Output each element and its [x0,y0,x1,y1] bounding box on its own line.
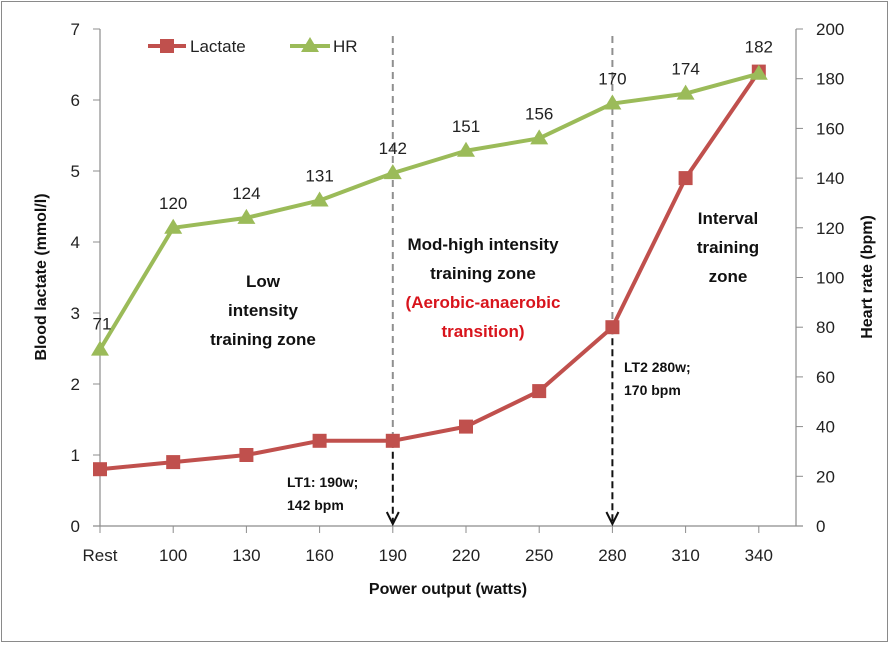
axes: 0 1 2 3 4 5 6 7 0 20 40 60 80 100 120 140 160 180 200 Rest 1… [71,20,845,565]
y-left-tick-label: 0 [71,517,80,536]
x-tick-label: 190 [379,546,407,565]
hr-marker [383,164,402,180]
hr-marker [676,84,695,100]
hr-data-label: 151 [452,117,480,136]
y-left-tick-label: 7 [71,20,80,39]
lt2-annotation: 170 bpm [624,382,681,398]
lactate-marker [93,462,107,477]
y-right-tick-label: 200 [816,20,844,39]
y-right-tick-label: 20 [816,467,835,486]
hr-marker [91,340,109,356]
x-tick-label: 130 [232,546,260,565]
lt1-annotation: 142 bpm [287,497,344,513]
x-tick-label: 100 [159,546,187,565]
lactate-marker [385,433,400,448]
lactate-line [99,70,761,472]
x-tick-label: Rest [83,546,118,565]
lactate-marker [532,384,547,399]
y-left-tick-label: 1 [71,446,80,465]
legend-lactate-marker [160,39,174,53]
hr-marker [749,64,768,80]
hr-line [98,71,760,351]
x-tick-label: 340 [745,546,773,565]
hr-data-label: 142 [379,139,407,158]
legend: Lactate HR [148,37,358,56]
y-axis-left-title: Blood lactate (mmol/l) [33,193,50,360]
x-tick-label: 280 [598,546,626,565]
legend-lactate-label: Lactate [190,37,246,56]
zone-label-low: intensity [228,301,298,320]
x-tick-label: 310 [671,546,699,565]
legend-hr-marker [301,37,319,52]
threshold-lines [385,36,620,527]
hr-marker [310,191,329,207]
threshold-arrow-icon [385,511,400,527]
zone-label-low: Low [246,272,281,291]
hr-data-label: 170 [598,70,626,89]
zone-label-transition: transition) [441,322,524,341]
hr-marker [237,208,256,224]
x-axis-title: Power output (watts) [369,581,527,598]
x-tick-label: 160 [305,546,333,565]
y-right-tick-label: 140 [816,169,844,188]
lactate-marker [166,455,181,470]
legend-hr-label: HR [333,37,358,56]
zone-label-interval: Interval [698,209,758,228]
hr-data-label: 120 [159,194,187,213]
y-right-tick-label: 80 [816,318,835,337]
y-left-tick-label: 6 [71,91,80,110]
y-left-tick-label: 3 [71,304,80,323]
x-tick-label: 250 [525,546,553,565]
lactate-marker [239,448,254,462]
hr-marker [164,218,183,234]
zone-labels: Low intensity training zone Mod-high intens… [210,209,759,513]
y-right-tick-label: 120 [816,219,844,238]
hr-marker [457,141,475,157]
lactate-marker [678,171,693,186]
y-right-tick-label: 60 [816,368,835,387]
zone-label-low: training zone [210,330,316,349]
y-axis-right-title: Heart rate (bpm) [859,215,876,339]
hr-data-label: 124 [232,184,260,203]
zone-label-transition: (Aerobic-anaerobic [406,293,561,312]
y-right-tick-label: 100 [816,269,844,288]
y-left-tick-label: 2 [71,375,80,394]
zone-label-mod-high: training zone [430,264,536,283]
hr-data-label: 174 [671,60,699,79]
zone-label-mod-high: Mod-high intensity [407,235,559,254]
zone-label-interval: training [697,238,759,257]
hr-data-label: 156 [525,104,553,123]
series-group [91,64,768,477]
y-right-tick-label: 0 [816,517,825,536]
lactate-marker [605,320,620,335]
hr-data-label: 182 [745,38,773,57]
lactate-marker [312,433,327,448]
hr-marker [603,94,622,110]
y-left-tick-label: 5 [71,162,80,181]
lactate-marker [459,419,473,434]
hr-data-label: 131 [305,166,333,185]
threshold-arrow-icon [605,511,620,527]
x-tick-label: 220 [452,546,480,565]
lt2-annotation: LT2 280w; [624,359,691,375]
data-labels: 71 120 124 131 142 151 156 170 174 182 [93,38,773,334]
y-right-tick-label: 160 [816,119,844,138]
y-right-tick-label: 180 [816,70,844,89]
hr-data-label: 71 [93,315,112,334]
zone-label-interval: zone [709,267,748,286]
lt1-annotation: LT1: 190w; [287,474,358,490]
y-right-tick-label: 40 [816,418,835,437]
hr-marker [530,129,549,145]
y-left-tick-label: 4 [71,233,80,252]
